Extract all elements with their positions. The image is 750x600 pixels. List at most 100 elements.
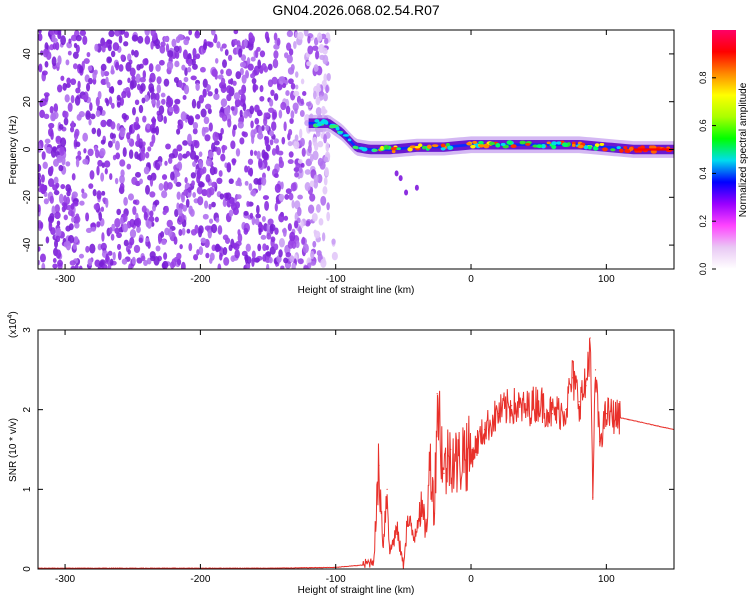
spectrogram-noise-blob: [318, 218, 324, 226]
spectrogram-noise-blob: [57, 30, 62, 40]
spectrogram-noise-blob: [209, 252, 215, 261]
spectrogram-noise-blob: [100, 139, 106, 145]
spectrogram-noise-blob: [295, 71, 299, 78]
spectrogram-noise-blob: [77, 150, 82, 157]
spectrogram-noise-blob: [189, 208, 195, 217]
spectrogram-ridge-blob: [536, 144, 543, 149]
spectrogram-noise-blob: [273, 32, 278, 42]
spectrogram-noise-blob: [262, 254, 267, 262]
spectrogram-noise-blob: [116, 101, 121, 108]
spectrogram-side-blob: [394, 170, 399, 177]
snr-data-point: [598, 440, 601, 443]
spectrogram-noise-blob: [316, 250, 322, 256]
spectrogram-noise-blob: [68, 38, 72, 44]
spectrogram-noise-blob: [278, 237, 285, 248]
spectrogram-noise-blob: [278, 109, 283, 119]
snr-x-ticks: -300 -200 -100 0 100: [55, 330, 615, 585]
spectrogram-noise-blob: [81, 94, 89, 101]
spectrogram-noise-blob: [203, 126, 210, 133]
spectrogram-side-blob: [404, 189, 409, 196]
spectrogram-noise-blob: [256, 178, 263, 185]
spectrogram-noise-blob: [88, 118, 92, 126]
spectrogram-noise-blob: [79, 200, 85, 206]
spectrogram-noise-blob: [118, 64, 124, 72]
spectrogram-noise-blob: [121, 258, 128, 265]
spectrogram-noise-blob: [285, 105, 291, 115]
spectrogram-noise-blob: [79, 65, 84, 74]
spectrogram-noise-blob: [97, 159, 103, 167]
spectrogram-noise-blob: [54, 239, 59, 249]
spectrogram-ridge-blob: [650, 149, 657, 154]
spectrogram-noise-blob: [220, 69, 224, 75]
spectrogram-noise-blob: [161, 98, 166, 105]
spectrogram-noise-blob: [228, 244, 233, 252]
spectrogram-noise-blob: [238, 89, 244, 96]
spectrogram-noise-blob: [199, 66, 206, 73]
spectrogram-noise-blob: [211, 223, 218, 234]
spectrogram-noise-blob: [227, 79, 232, 85]
spectrogram-noise-blob: [168, 157, 173, 164]
snr-y-multiplier: (x104): [7, 311, 19, 338]
spectrogram-noise-blob: [323, 156, 329, 163]
spectrogram-noise-blob: [170, 261, 175, 269]
spectrogram-noise-blob: [43, 198, 49, 205]
spectrogram-noise-blob: [213, 140, 220, 146]
spectrogram-noise-blob: [115, 61, 120, 71]
spectrogram-noise-blob: [182, 94, 187, 101]
spectrogram-noise-blob: [270, 236, 276, 243]
spectrogram-noise-blob: [294, 108, 298, 114]
spectrogram-noise-blob: [266, 165, 271, 172]
spectrogram-noise-blob: [107, 250, 113, 256]
spectrogram-noise-blob: [148, 83, 155, 93]
spectrogram-noise-blob: [267, 63, 273, 71]
snr-data-point: [443, 472, 445, 474]
x-tick-label: -300: [55, 274, 75, 285]
spectrogram-noise-blob: [165, 99, 173, 108]
spectrogram-noise-blob: [149, 210, 154, 217]
spectrogram-noise-blob: [227, 54, 233, 62]
spectrogram-noise-blob: [261, 125, 265, 132]
spectrogram-noise-blob: [158, 59, 165, 66]
spectrogram-noise-blob: [71, 120, 75, 129]
spectrogram-ridge-blob: [551, 144, 557, 150]
spectrogram-noise-blob: [53, 158, 59, 167]
spectrogram-noise-blob: [237, 233, 243, 243]
snr-data-point: [382, 544, 384, 546]
spectrogram-y-ticks: -40 -20 0 20 40: [22, 48, 674, 252]
spectrogram-noise-blob: [269, 130, 274, 137]
x-tick-label: 100: [598, 574, 615, 585]
spectrogram-noise-blob: [49, 213, 55, 222]
y-tick-label: 20: [22, 96, 33, 108]
spectrogram-noise-blob: [55, 182, 60, 188]
spectrogram-noise-blob: [85, 212, 90, 222]
spectrogram-noise-blob: [65, 196, 71, 205]
spectrogram-noise-blob: [119, 182, 125, 191]
spectrogram-noise-blob: [251, 216, 256, 226]
spectrogram-noise-blob: [97, 266, 101, 269]
spectrogram-noise-blob: [237, 121, 244, 129]
spectrogram-noise-blob: [257, 132, 264, 140]
spectrogram-noise-blob: [183, 76, 189, 83]
spectrogram-noise-blob: [128, 149, 134, 159]
spectrogram-noise-blob: [154, 216, 159, 223]
spectrogram-noise-blob: [115, 152, 121, 160]
spectrogram-noise-blob: [232, 158, 236, 166]
spectrogram-noise-blob: [108, 96, 113, 105]
spectrogram-noise-blob: [205, 158, 212, 167]
spectrogram-noise-blob: [79, 30, 87, 36]
spectrogram-noise-blob: [51, 56, 57, 67]
spectrogram-noise-blob: [155, 125, 160, 136]
spectrogram-noise-blob: [211, 142, 216, 153]
spectrogram-noise-blob: [326, 211, 331, 222]
spectrogram-noise-blob: [128, 124, 133, 135]
spectrogram-noise-blob: [247, 169, 253, 176]
spectrogram-noise-blob: [254, 117, 260, 125]
spectrogram-ridge-marks: [308, 114, 674, 196]
spectrogram-noise-blob: [239, 109, 243, 118]
spectrogram-noise-blob: [117, 250, 122, 261]
spectrogram-noise-blob: [131, 176, 138, 185]
spectrogram-noise-blob: [164, 160, 168, 166]
spectrogram-noise-blob: [58, 193, 64, 204]
spectrogram-noise-blob: [60, 35, 66, 46]
spectrogram-noise-blob: [66, 77, 71, 85]
